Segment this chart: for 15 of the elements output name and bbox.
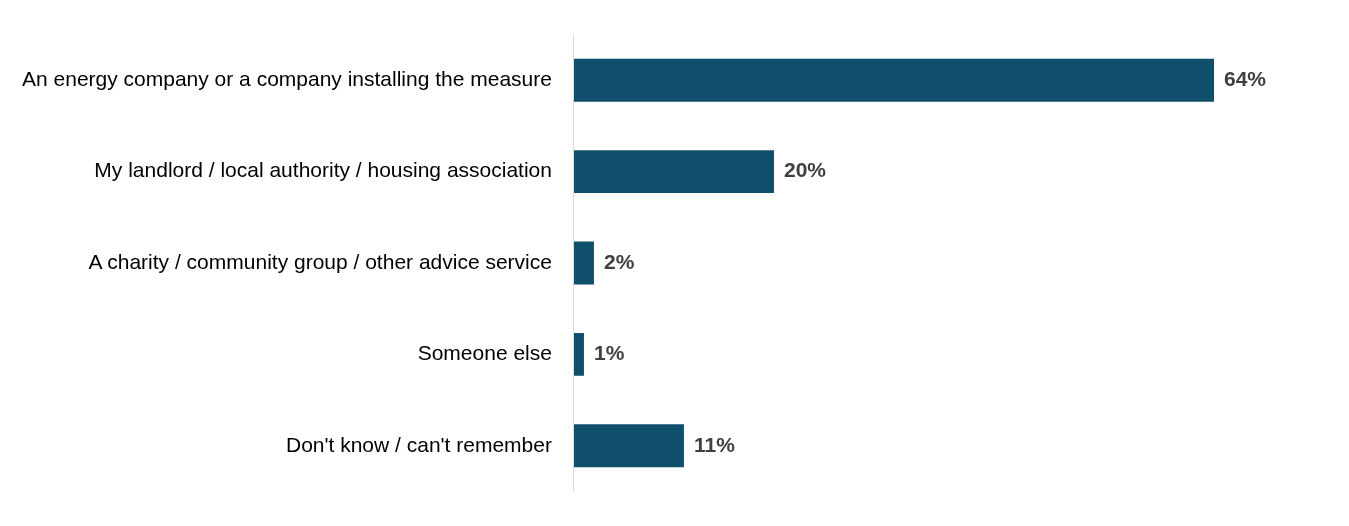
y-tick-label: Someone else (417, 341, 552, 365)
y-tick-label: My landlord / local authority / housing association (94, 158, 552, 182)
data-label: 64% (1224, 67, 1267, 91)
y-tick-label: An energy company or a company installing the measure (22, 67, 552, 91)
y-tick-label: A charity / community group / other advice service (88, 249, 552, 273)
bar (573, 424, 684, 468)
data-label: 1% (593, 341, 625, 365)
bar (573, 241, 594, 285)
bar (573, 332, 584, 376)
data-label: 11% (693, 432, 736, 456)
bar (573, 58, 1214, 102)
data-label: 20% (783, 158, 827, 182)
data-label: 2% (603, 249, 635, 273)
y-tick-label: Don't know / can't remember (285, 432, 552, 456)
bar (573, 150, 774, 194)
